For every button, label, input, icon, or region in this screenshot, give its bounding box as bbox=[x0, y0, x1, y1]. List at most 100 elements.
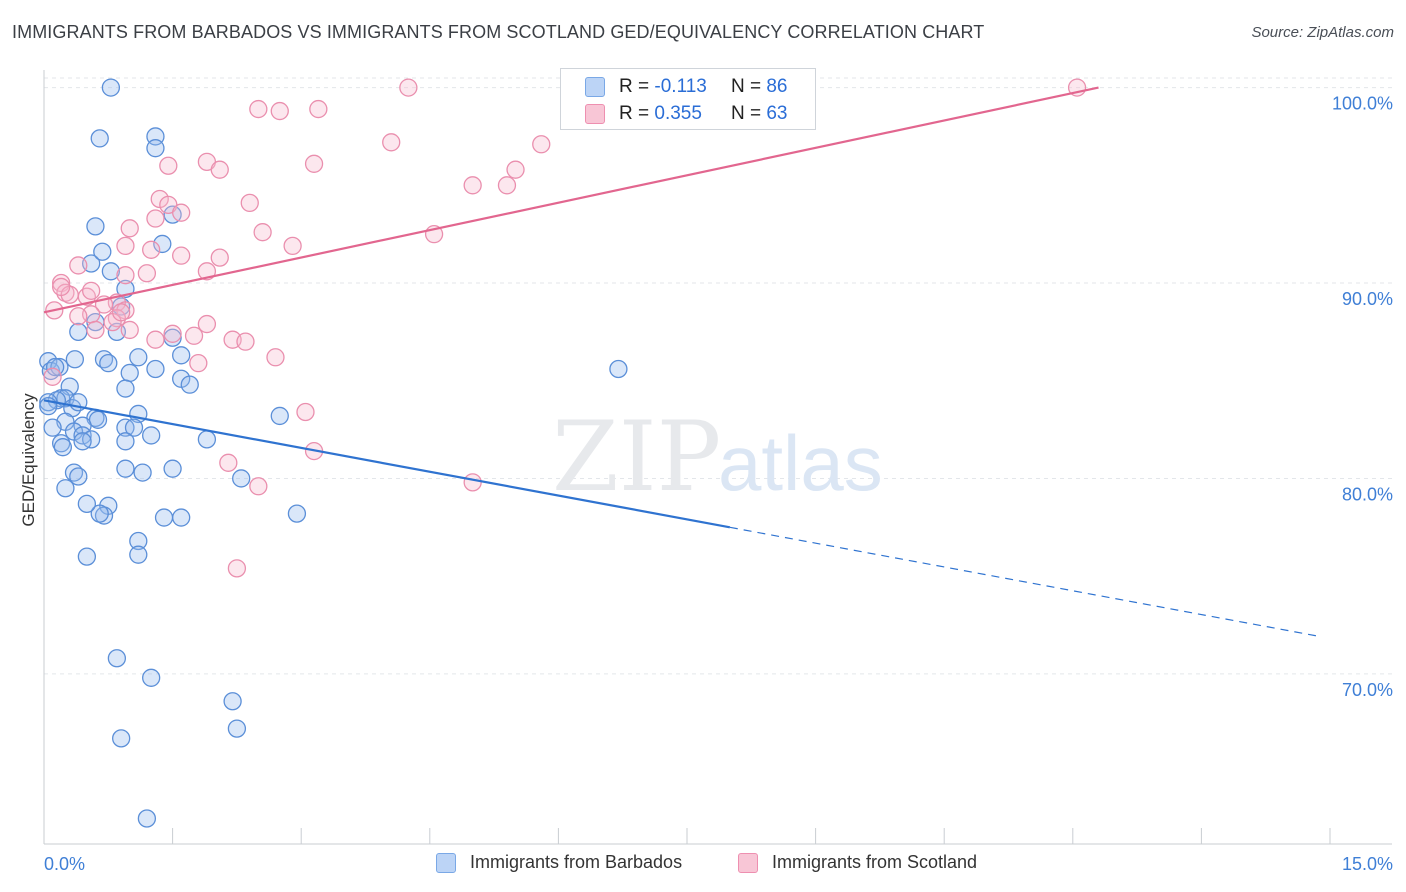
point-scotland bbox=[116, 236, 135, 256]
legend-row-scotland: R = 0.355 N = 63 bbox=[585, 102, 787, 126]
point-scotland bbox=[283, 236, 302, 256]
watermark-zip: ZIP bbox=[552, 401, 721, 513]
chart-title: IMMIGRANTS FROM BARBADOS VS IMMIGRANTS F… bbox=[12, 22, 985, 42]
point-scotland bbox=[253, 223, 272, 242]
y-tick-label: 100.0% bbox=[1332, 94, 1393, 114]
point-scotland bbox=[463, 176, 482, 195]
series-barbados-points bbox=[39, 78, 628, 828]
correlation-legend: R = -0.113 N = 86 R = 0.355 N = 63 bbox=[560, 68, 816, 130]
point-scotland bbox=[210, 160, 229, 179]
legend-label-barbados: Immigrants from Barbados bbox=[470, 852, 683, 872]
legend-n-value-scotland: 63 bbox=[766, 103, 788, 124]
point-barbados bbox=[153, 234, 172, 254]
point-scotland bbox=[137, 264, 157, 283]
point-scotland bbox=[69, 307, 88, 326]
point-barbados bbox=[129, 545, 148, 564]
point-scotland bbox=[266, 348, 285, 367]
point-barbados bbox=[90, 129, 109, 148]
legend-r-label: R = bbox=[619, 76, 650, 97]
point-barbados bbox=[101, 78, 121, 97]
legend-swatch-barbados bbox=[436, 852, 456, 873]
point-barbados bbox=[223, 692, 242, 711]
point-scotland bbox=[249, 99, 268, 119]
point-barbados bbox=[146, 139, 165, 158]
point-scotland bbox=[163, 324, 182, 343]
point-scotland bbox=[146, 330, 165, 349]
trend-line-scotland bbox=[43, 86, 1099, 314]
point-barbados bbox=[53, 438, 73, 457]
point-barbados bbox=[88, 410, 108, 429]
point-barbados bbox=[154, 508, 174, 527]
point-barbados bbox=[180, 375, 199, 394]
point-scotland bbox=[382, 133, 401, 152]
point-barbados bbox=[116, 432, 135, 451]
point-scotland bbox=[506, 160, 525, 179]
point-scotland bbox=[184, 326, 204, 345]
point-scotland bbox=[112, 303, 131, 322]
point-barbados bbox=[287, 504, 307, 523]
point-barbados bbox=[116, 379, 135, 398]
point-scotland bbox=[142, 240, 161, 259]
point-barbados bbox=[65, 350, 85, 369]
point-barbados bbox=[129, 348, 148, 367]
gridlines bbox=[44, 77, 1392, 675]
y-tick-label: 80.0% bbox=[1342, 484, 1393, 504]
x-tick-labels: 0.0% 15.0% bbox=[44, 854, 1393, 874]
legend-r-value-barbados: -0.113 bbox=[654, 76, 707, 97]
point-barbados bbox=[172, 508, 191, 527]
point-barbados bbox=[77, 547, 97, 566]
point-scotland bbox=[51, 277, 71, 297]
legend-swatch-barbados bbox=[585, 77, 605, 97]
point-scotland bbox=[399, 78, 418, 97]
point-scotland bbox=[270, 101, 289, 121]
legend-item-barbados[interactable]: Immigrants from Barbados bbox=[436, 852, 682, 873]
point-barbados bbox=[163, 459, 182, 478]
point-barbados bbox=[77, 494, 97, 514]
point-scotland bbox=[210, 248, 229, 267]
point-barbados bbox=[93, 242, 112, 261]
point-scotland bbox=[159, 156, 178, 175]
trend-lines bbox=[43, 86, 1322, 638]
point-scotland bbox=[497, 176, 517, 195]
point-scotland bbox=[146, 209, 165, 228]
point-barbados bbox=[50, 357, 69, 377]
point-barbados bbox=[120, 363, 139, 383]
point-barbados bbox=[69, 467, 88, 486]
series-scotland-points bbox=[43, 78, 1087, 578]
watermark: ZIP atlas bbox=[552, 401, 883, 513]
point-barbados bbox=[172, 346, 191, 365]
point-barbados bbox=[142, 426, 161, 445]
point-barbados bbox=[69, 322, 88, 342]
series-legend: Immigrants from Barbados Immigrants from… bbox=[0, 850, 1406, 878]
point-barbados bbox=[101, 262, 121, 281]
point-barbados bbox=[56, 479, 75, 498]
point-barbados bbox=[142, 668, 161, 687]
point-barbados bbox=[232, 469, 251, 488]
point-scotland bbox=[197, 314, 217, 334]
point-barbados bbox=[73, 426, 92, 445]
point-barbados bbox=[129, 531, 148, 551]
point-scotland bbox=[240, 193, 259, 213]
point-barbados bbox=[43, 418, 62, 437]
point-scotland bbox=[236, 332, 255, 351]
point-scotland bbox=[189, 353, 208, 373]
point-scotland bbox=[227, 559, 247, 578]
point-barbados bbox=[146, 359, 165, 379]
point-scotland bbox=[43, 367, 62, 386]
point-scotland bbox=[249, 477, 268, 496]
point-scotland bbox=[219, 453, 238, 472]
point-scotland bbox=[304, 154, 324, 173]
point-barbados bbox=[90, 504, 109, 523]
point-scotland bbox=[120, 320, 139, 340]
x-tick-label: 15.0% bbox=[1342, 854, 1393, 874]
legend-row-barbados: R = -0.113 N = 86 bbox=[585, 75, 787, 99]
point-scotland bbox=[463, 473, 482, 492]
watermark-atlas: atlas bbox=[718, 419, 883, 507]
legend-n-label: N = bbox=[730, 103, 762, 124]
x-tick-label: 0.0% bbox=[44, 854, 85, 874]
point-barbados bbox=[99, 353, 118, 373]
legend-item-scotland[interactable]: Immigrants from Scotland bbox=[738, 852, 977, 873]
y-tick-label: 70.0% bbox=[1342, 680, 1393, 700]
point-barbados bbox=[227, 719, 247, 738]
